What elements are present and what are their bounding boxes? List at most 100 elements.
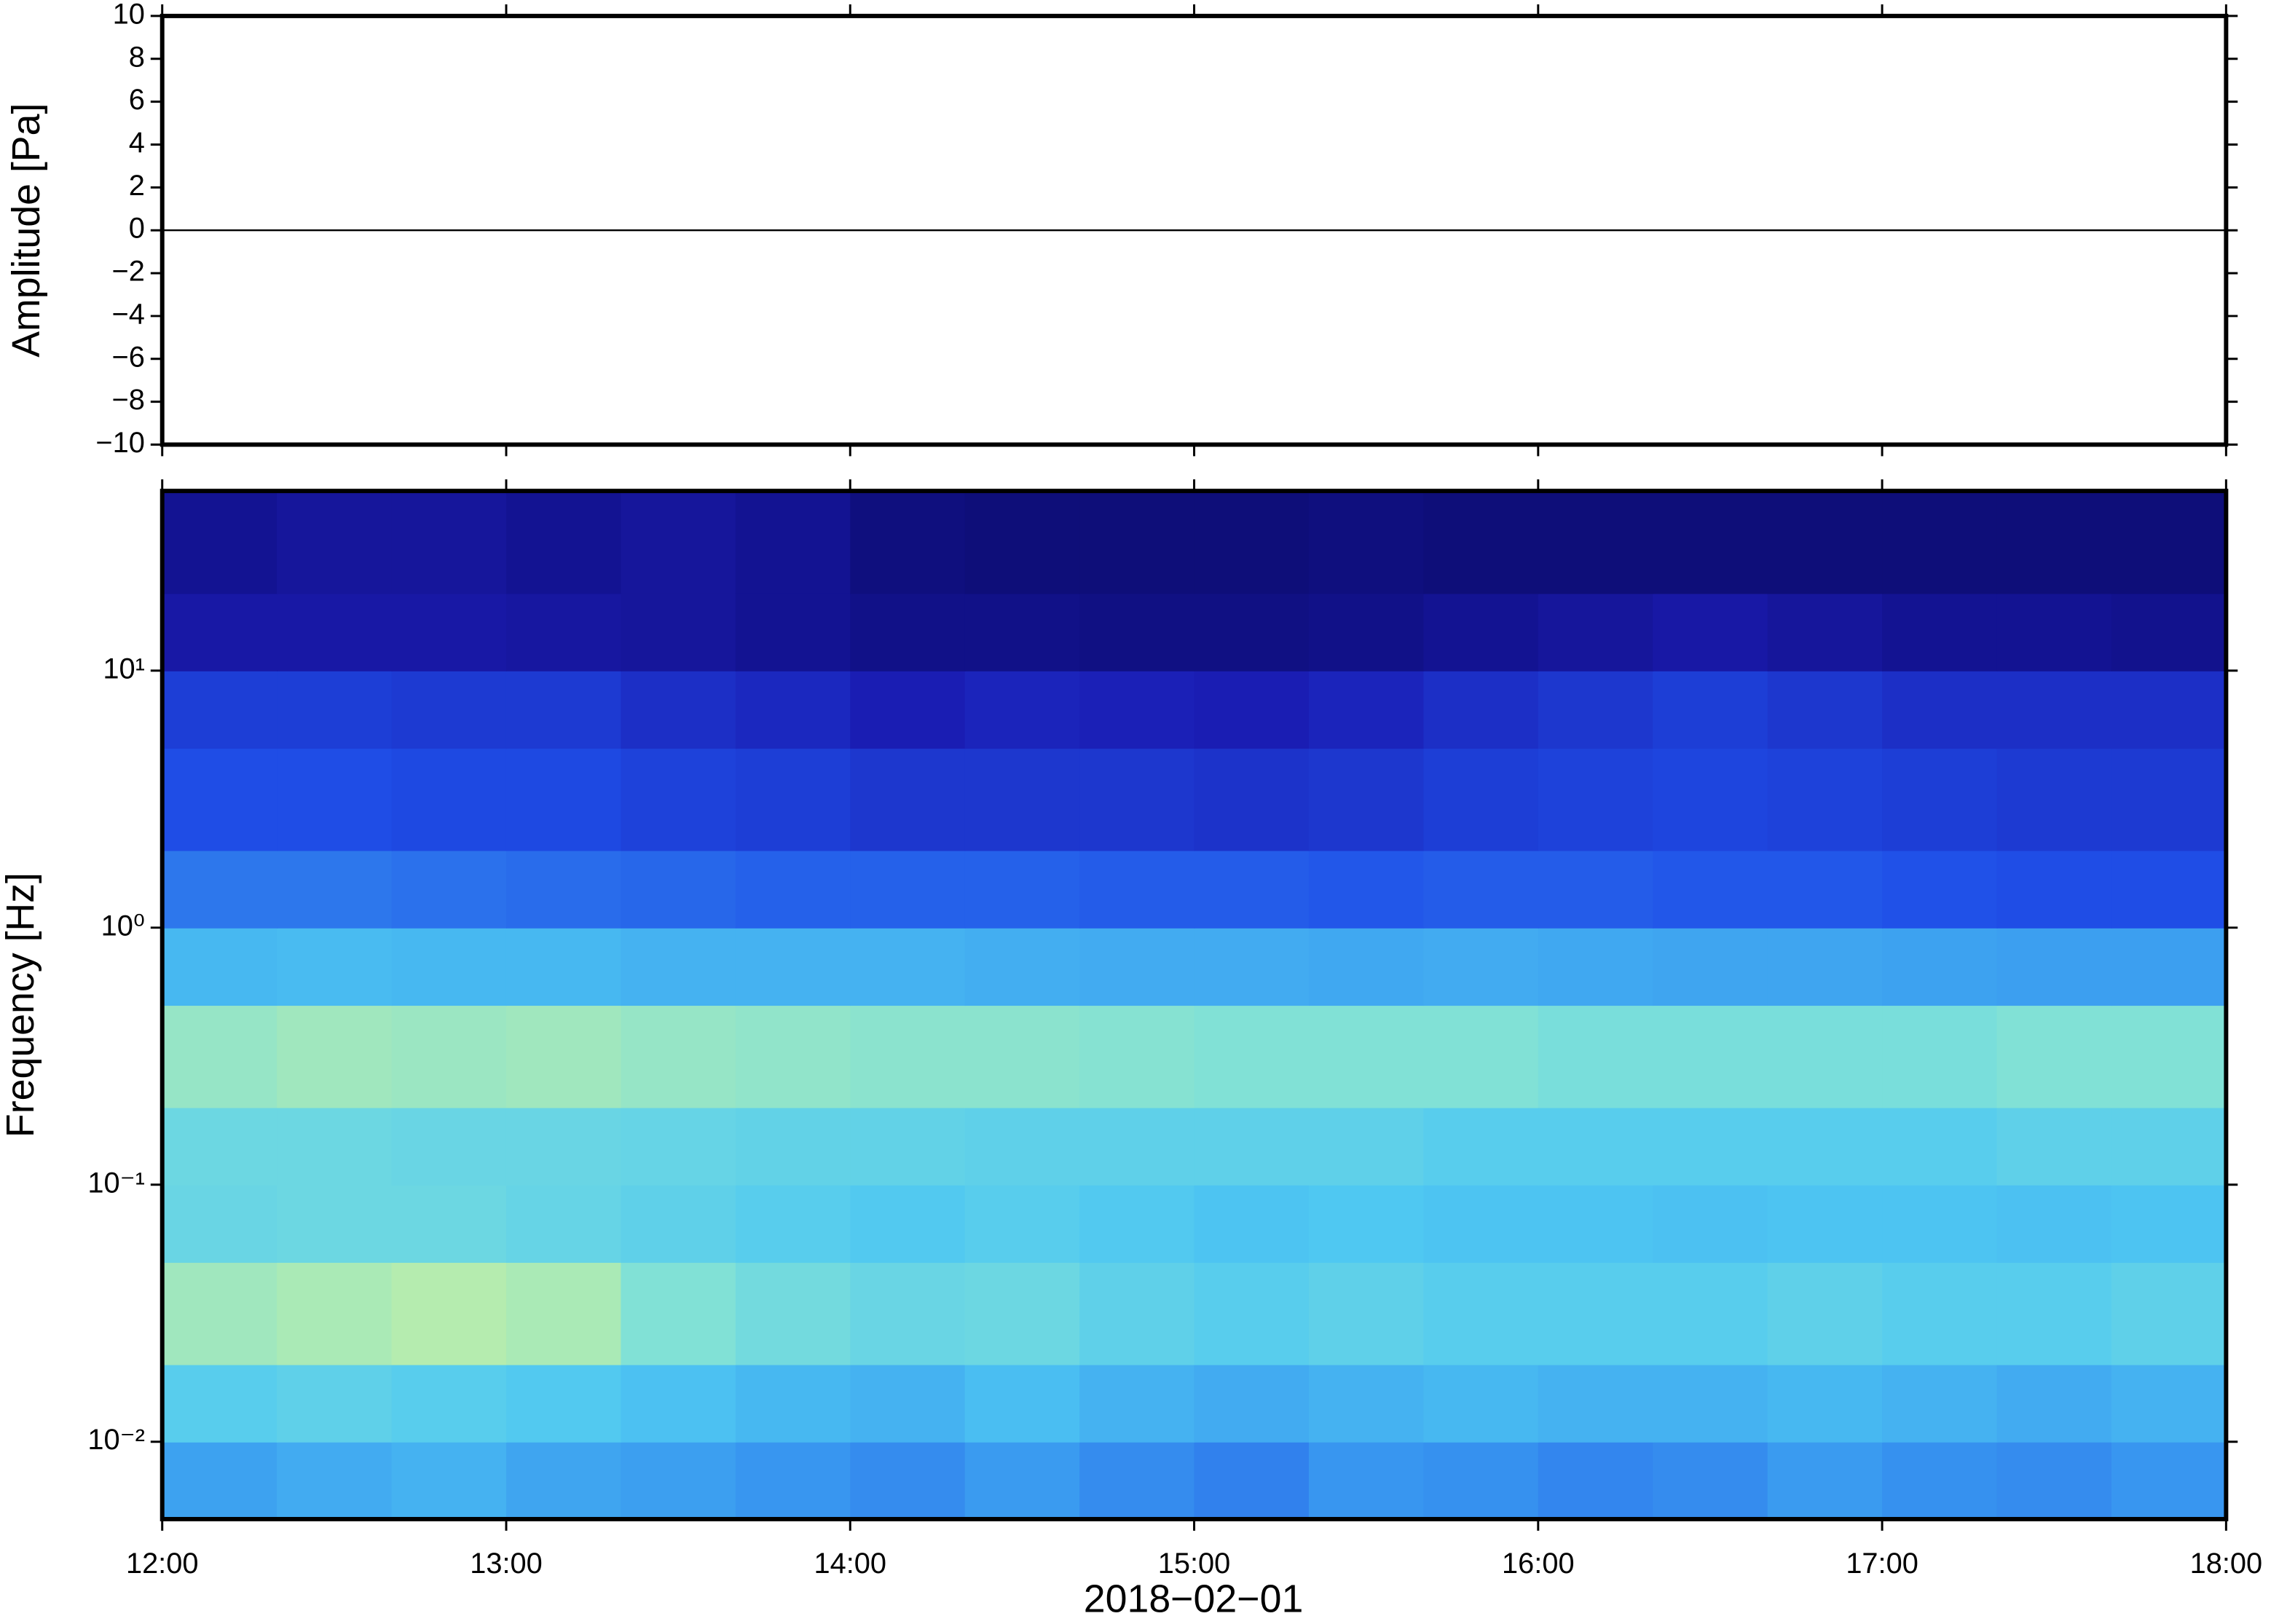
spectrogram-cell [1767,1441,1884,1520]
y-tick-label: 10⁻¹ [87,1167,144,1199]
spectrogram-cell [391,1107,507,1186]
spectrogram-cell [1653,748,1768,851]
spectrogram-cell [1767,1262,1884,1365]
spectrogram-cell [1996,593,2112,671]
spectrogram-cell [1882,1441,1998,1520]
y-tick-label: 6 [129,84,145,116]
spectrogram-cell [1538,1005,1654,1108]
spectrogram-cell [735,1441,851,1520]
spectrogram-cell [850,670,966,749]
spectrogram-cell [1996,670,2112,749]
spectrogram-cell [162,1441,278,1520]
spectrogram-cell [1653,927,1768,1006]
spectrogram-cell [964,748,1081,851]
spectrogram-cell [1308,1107,1425,1186]
spectrogram-cell [735,748,851,851]
spectrogram-cell [162,1005,278,1108]
spectrogram-cell [1308,593,1425,671]
spectrogram-cell [2111,1441,2227,1520]
spectrogram-cell [505,748,622,851]
spectrogram-cell [1882,1107,1998,1186]
spectrogram-cell [277,670,393,749]
spectrogram-cell [162,850,278,929]
spectrogram-cell [1767,1364,1884,1443]
x-tick-label: 13:00 [470,1548,543,1580]
spectrogram-cell [505,1441,622,1520]
y-tick-label: 8 [129,41,145,73]
spectrogram-cell [391,491,507,594]
spectrogram-cell [1767,491,1884,594]
spectrogram-cell [1308,1364,1425,1443]
spectrogram-cell [505,850,622,929]
spectrogram-cell [1767,670,1884,749]
spectrogram-cell [1079,1262,1195,1365]
spectrogram-cell [1079,1364,1195,1443]
spectrogram-cell [277,1441,393,1520]
spectrogram-cell [735,1184,851,1264]
spectrogram-cell [1882,1364,1998,1443]
spectrogram-cell [1308,850,1425,929]
spectrogram-cell [505,491,622,594]
spectrogram-cell [1538,1262,1654,1365]
spectrogram-cell [1882,748,1998,851]
spectrogram-cell [277,1364,393,1443]
spectrogram-cell [1194,748,1310,851]
spectrogram-cell [1538,1107,1654,1186]
spectrogram-cell [505,1107,622,1186]
spectrogram-cell [1767,850,1884,929]
spectrogram-cell [1079,1184,1195,1264]
spectrogram-cell [162,1184,278,1264]
spectrogram-cell [1079,748,1195,851]
spectrogram-cell [277,1184,393,1264]
spectrogram-cell [1653,1262,1768,1365]
spectrogram-cell [162,1262,278,1365]
spectrogram-cell [1767,927,1884,1006]
spectrogram-cell [964,670,1081,749]
spectrogram-cell [162,491,278,594]
y-axis-title: Frequency [Hz] [0,872,42,1138]
spectrogram-cell [1882,593,1998,671]
spectrogram-cell [1308,670,1425,749]
spectrogram-cell [1308,1005,1425,1108]
spectrogram-cell [964,1364,1081,1443]
y-tick-label: −10 [95,427,144,459]
spectrogram-cell [1653,670,1768,749]
spectrogram-cell [1194,1107,1310,1186]
spectrogram-cell [1767,1107,1884,1186]
spectrogram-cell [391,593,507,671]
spectrogram-cell [964,593,1081,671]
spectrogram-cell [1423,748,1539,851]
spectrogram-cell [1423,491,1539,594]
spectrogram-cell [277,1005,393,1108]
spectrogram-cell [1538,1364,1654,1443]
spectrogram-cell [1653,1441,1768,1520]
spectrogram-cell [162,1107,278,1186]
spectrogram-cell [850,491,966,594]
spectrogram-cell [621,1441,736,1520]
spectrogram-cell [277,593,393,671]
spectrogram-cell [1423,927,1539,1006]
spectrogram-cell [505,1364,622,1443]
spectrogram-cell [1882,850,1998,929]
spectrogram-cell [391,1364,507,1443]
y-axis-title: Amplitude [Pa] [4,103,48,358]
spectrogram-cell [1079,1107,1195,1186]
spectrogram-cell [1423,670,1539,749]
spectrogram-cell [162,927,278,1006]
spectrogram-cell [964,927,1081,1006]
spectrogram-cell [964,1005,1081,1108]
spectrogram-cell [1194,927,1310,1006]
spectrogram-cell [735,1005,851,1108]
spectrogram-cell [964,491,1081,594]
spectrogram-cell [964,1441,1081,1520]
spectrogram-cell [1423,1364,1539,1443]
spectrogram-cell [1996,1441,2112,1520]
spectrogram-cell [735,1107,851,1186]
spectrogram-cell [1882,927,1998,1006]
spectrogram-cell [1996,927,2112,1006]
spectrogram-cell [621,1364,736,1443]
spectrogram-cell [850,1107,966,1186]
spectrogram-cell [277,1107,393,1186]
spectrogram-cell [1423,593,1539,671]
